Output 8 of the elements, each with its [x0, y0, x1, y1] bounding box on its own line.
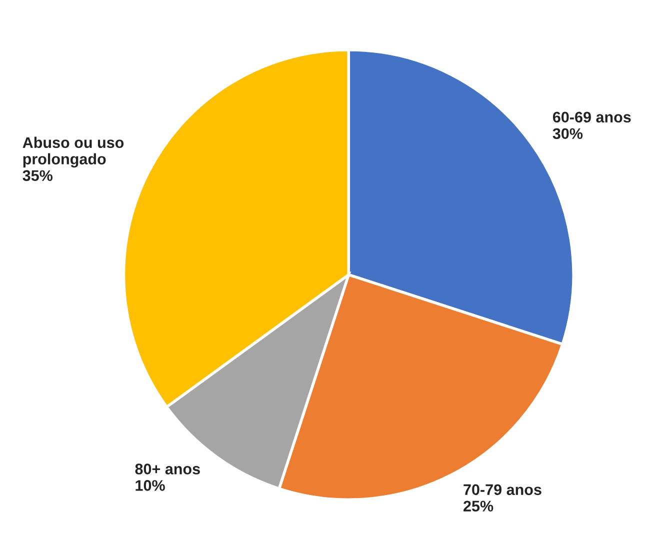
data-label: 25% [464, 500, 494, 512]
slice-label: 70-79 anos [464, 484, 542, 496]
slice-label: 60-69 anos [552, 112, 631, 123]
data-label: 10% [136, 480, 165, 491]
data-label: 30% [552, 128, 583, 140]
slice-label: 80+ anos [135, 464, 200, 474]
data-label: 35% [22, 170, 53, 181]
slice-label: Abuso ou uso prolongado [22, 136, 124, 168]
